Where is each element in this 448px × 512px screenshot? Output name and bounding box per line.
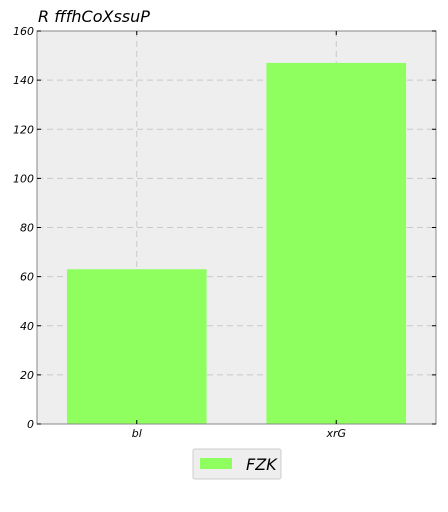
x-tick-label: xrG (325, 427, 346, 440)
y-tick-label: 160 (13, 25, 34, 38)
legend-label: FZK (246, 455, 278, 474)
y-tick-label: 140 (13, 74, 34, 87)
y-tick-label: 40 (20, 320, 34, 333)
y-tick-label: 120 (13, 123, 34, 136)
legend: FZK (192, 448, 282, 480)
y-tick-label: 60 (20, 271, 34, 284)
legend-swatch (200, 458, 232, 469)
y-tick-label: 0 (27, 418, 34, 431)
y-tick-label: 100 (13, 172, 34, 185)
bar-xrG (266, 62, 407, 425)
x-tick-label: bl (132, 427, 142, 440)
y-tick-label: 20 (20, 369, 34, 382)
legend-box (192, 448, 282, 480)
y-tick-label: 80 (20, 222, 34, 235)
bar-bl (66, 269, 207, 424)
chart-title: R fffhCoXssuP (38, 7, 150, 26)
